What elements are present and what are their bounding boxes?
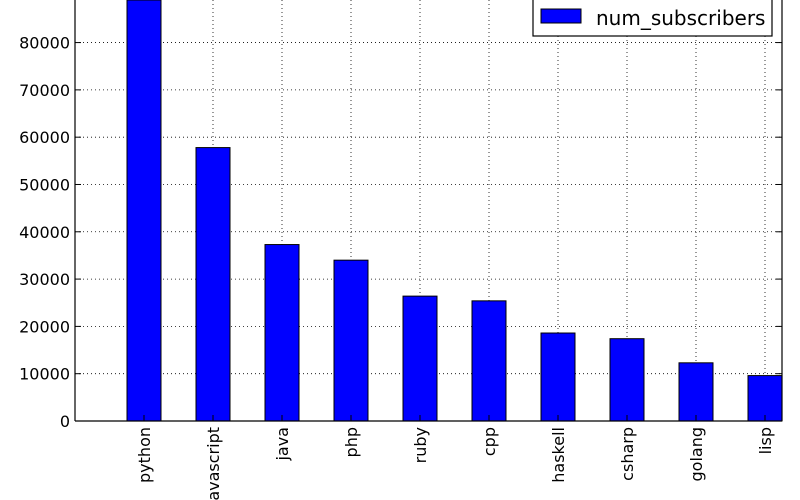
- x-tick-label-javascript: javascript: [204, 427, 223, 500]
- y-tick-label: 10000: [19, 365, 70, 384]
- bar-cpp: [471, 300, 507, 422]
- x-tick-label-lisp: lisp: [756, 427, 775, 454]
- bar-python: [126, 0, 162, 422]
- x-tick-label-java: java: [273, 427, 292, 462]
- y-tick-label: 80000: [19, 34, 70, 53]
- bars: [126, 0, 783, 422]
- y-axis-ticks: 0 10000 20000 30000 40000 50000 60000 70000 8000…: [19, 34, 782, 431]
- x-tick-label-php: php: [342, 427, 361, 457]
- y-tick-label: 30000: [19, 270, 70, 289]
- bar-golang: [678, 362, 714, 422]
- x-tick-label-ruby: ruby: [411, 427, 430, 463]
- x-axis-ticks: python javascript java php ruby cpp haskell csh…: [135, 415, 775, 500]
- bar-php: [333, 259, 369, 422]
- legend: num_subscribers: [532, 0, 773, 37]
- y-tick-label: 70000: [19, 81, 70, 100]
- bar-javascript: [195, 147, 231, 422]
- bar-csharp: [609, 338, 645, 422]
- x-tick-label-cpp: cpp: [480, 427, 499, 456]
- y-tick-label: 60000: [19, 128, 70, 147]
- bar-lisp: [747, 375, 783, 422]
- x-tick-label-csharp: csharp: [618, 427, 637, 481]
- bar-ruby: [402, 295, 438, 422]
- x-tick-label-golang: golang: [687, 427, 706, 482]
- y-tick-label: 50000: [19, 175, 70, 194]
- axes: [74, 0, 783, 422]
- x-tick-label-haskell: haskell: [549, 427, 568, 483]
- y-tick-label: 40000: [19, 223, 70, 242]
- bar-haskell: [540, 332, 576, 422]
- legend-swatch-num-subscribers: [540, 8, 582, 24]
- y-tick-label: 0: [60, 412, 70, 431]
- y-tick-label: 20000: [19, 317, 70, 336]
- bar-java: [264, 244, 300, 422]
- x-tick-label-python: python: [135, 427, 154, 483]
- legend-label-num-subscribers: num_subscribers: [596, 6, 765, 30]
